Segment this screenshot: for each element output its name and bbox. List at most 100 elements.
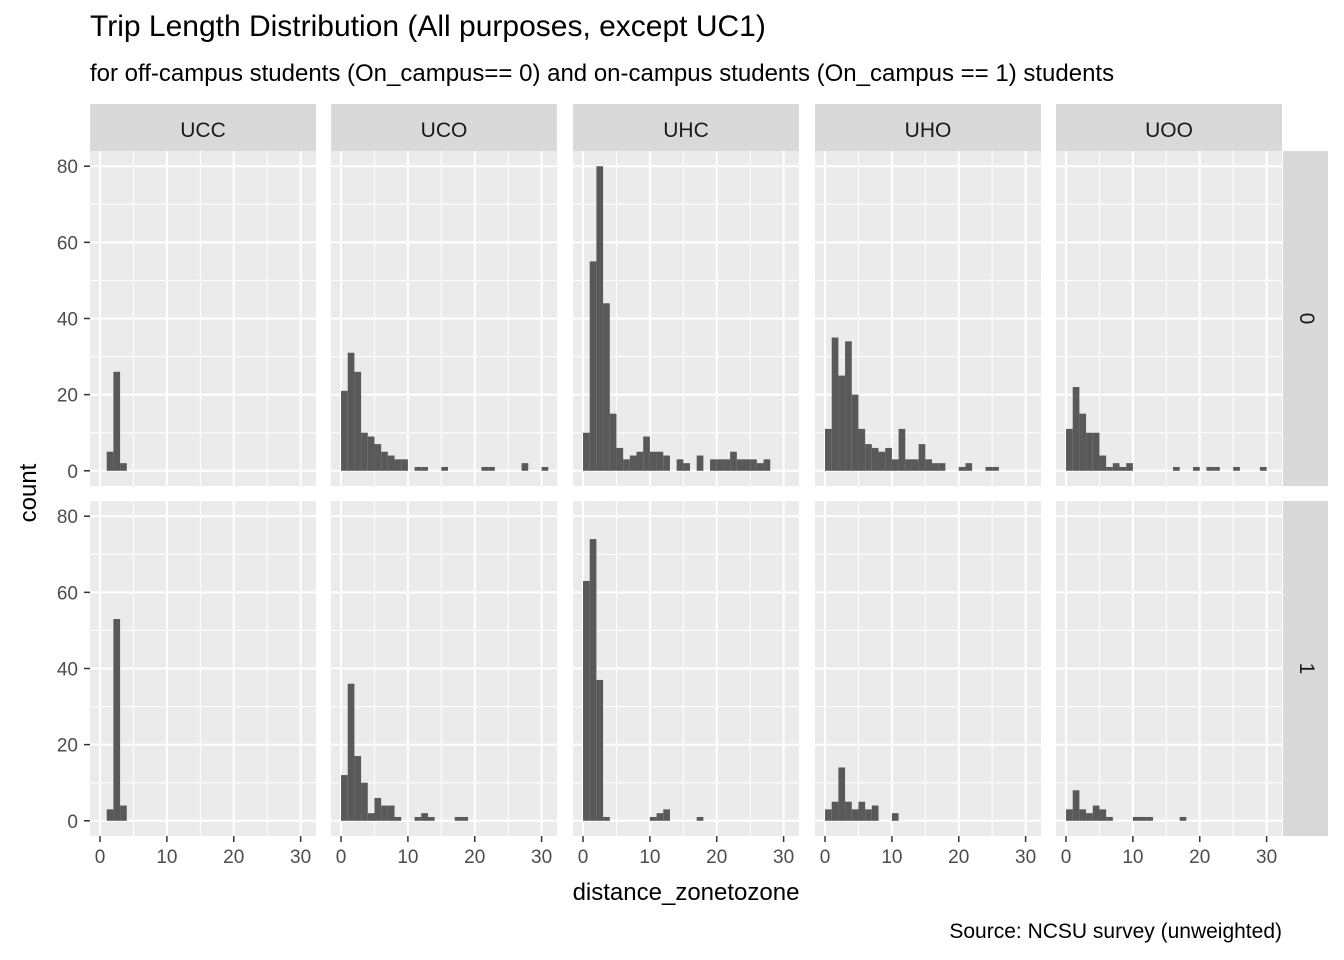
histogram-bar bbox=[616, 447, 624, 471]
histogram-bar bbox=[1099, 455, 1107, 471]
histogram-bar bbox=[676, 459, 684, 471]
histogram-bar bbox=[120, 805, 127, 821]
x-tick-label: 30 bbox=[773, 847, 794, 868]
histogram-bar bbox=[985, 466, 993, 471]
histogram-bar bbox=[1139, 816, 1147, 821]
facet-strip-label: UOO bbox=[1145, 119, 1193, 142]
histogram-bar bbox=[649, 816, 657, 821]
histogram-bar bbox=[865, 444, 872, 471]
histogram-bar bbox=[743, 459, 751, 471]
histogram-bar bbox=[1086, 813, 1093, 821]
histogram-bar bbox=[871, 805, 879, 821]
panel-uhc-1 bbox=[573, 501, 799, 836]
x-tick-label: 30 bbox=[290, 847, 311, 868]
histogram-bar bbox=[831, 337, 839, 471]
histogram-bar bbox=[461, 816, 469, 821]
histogram-bar bbox=[932, 463, 939, 471]
histogram-bar bbox=[730, 451, 737, 471]
histogram-bar bbox=[589, 261, 597, 471]
histogram-bar bbox=[1106, 816, 1113, 821]
facet-strip-label: UHO bbox=[905, 119, 952, 142]
histogram-bar bbox=[603, 816, 610, 821]
histogram-bar bbox=[623, 459, 630, 471]
panel-ucc-0 bbox=[90, 151, 316, 486]
histogram-bar bbox=[414, 816, 422, 821]
histogram-bar bbox=[1079, 413, 1087, 471]
histogram-bar bbox=[696, 816, 704, 821]
chart-title: Trip Length Distribution (All purposes, … bbox=[90, 10, 766, 43]
histogram-bar bbox=[696, 455, 704, 471]
histogram-bar bbox=[1146, 816, 1153, 821]
histogram-bar bbox=[911, 459, 919, 471]
y-tick-label: 20 bbox=[57, 386, 78, 407]
histogram-bar bbox=[106, 451, 114, 471]
x-axis-label: distance_zonetozone bbox=[573, 879, 800, 906]
histogram-bar bbox=[918, 444, 926, 471]
y-tick-label: 60 bbox=[57, 233, 78, 254]
histogram-bar bbox=[663, 809, 670, 821]
y-tick-label: 20 bbox=[57, 736, 78, 757]
histogram-bar bbox=[636, 451, 644, 471]
histogram-bar bbox=[838, 767, 846, 821]
histogram-bar bbox=[891, 459, 899, 471]
histogram-bar bbox=[354, 756, 362, 821]
histogram-bar bbox=[683, 463, 691, 471]
panel-uho-0 bbox=[815, 151, 1041, 486]
histogram-bar bbox=[521, 463, 529, 471]
histogram-bar bbox=[387, 455, 395, 471]
x-tick-label: 10 bbox=[881, 847, 902, 868]
x-tick-label: 30 bbox=[1256, 847, 1277, 868]
histogram-bar bbox=[663, 455, 670, 471]
histogram-bar bbox=[1213, 466, 1220, 471]
histogram-bar bbox=[656, 813, 664, 821]
facet-strip-label: UCO bbox=[421, 119, 468, 142]
facet-strip-ucc bbox=[90, 104, 316, 151]
histogram-bar bbox=[871, 447, 879, 471]
panel-ucc-1 bbox=[90, 501, 316, 836]
histogram-bar bbox=[427, 816, 435, 821]
panel-uho-1 bbox=[815, 501, 1041, 836]
histogram-bar bbox=[1259, 466, 1267, 471]
facet-strip-uho bbox=[815, 104, 1041, 151]
histogram-bar bbox=[851, 394, 859, 471]
histogram-bar bbox=[589, 539, 597, 821]
histogram-bar bbox=[1206, 466, 1214, 471]
histogram-bar bbox=[374, 444, 382, 471]
histogram-bar bbox=[106, 809, 114, 821]
histogram-bar bbox=[838, 375, 846, 471]
histogram-bar bbox=[583, 432, 590, 471]
histogram-bar bbox=[1072, 387, 1080, 471]
x-tick-label: 0 bbox=[578, 847, 589, 868]
histogram-bar bbox=[1179, 816, 1187, 821]
histogram-bar bbox=[1066, 428, 1073, 471]
x-tick-label: 10 bbox=[1122, 847, 1143, 868]
y-tick-label: 80 bbox=[57, 507, 78, 528]
histogram-bar bbox=[1092, 432, 1100, 471]
panel-uoo-0 bbox=[1056, 151, 1282, 486]
histogram-bar bbox=[891, 813, 899, 821]
histogram-bar bbox=[716, 459, 724, 471]
histogram-bar bbox=[541, 466, 549, 471]
histogram-bar bbox=[354, 371, 362, 471]
chart-subtitle: for off-campus students (On_campus== 0) … bbox=[90, 60, 1115, 87]
histogram-bar bbox=[643, 436, 650, 471]
histogram-bar bbox=[1066, 809, 1073, 821]
histogram-bar bbox=[1126, 463, 1133, 471]
histogram-bar bbox=[992, 466, 999, 471]
x-tick-label: 0 bbox=[336, 847, 347, 868]
histogram-bar bbox=[656, 451, 664, 471]
x-tick-label: 0 bbox=[95, 847, 106, 868]
x-tick-label: 10 bbox=[397, 847, 418, 868]
histogram-bar bbox=[831, 801, 839, 821]
histogram-bar bbox=[1119, 466, 1127, 471]
histogram-bar bbox=[394, 816, 402, 821]
histogram-bar bbox=[603, 303, 610, 471]
facet-strip-label: 0 bbox=[1295, 313, 1318, 325]
histogram-bar bbox=[885, 447, 892, 471]
histogram-bar bbox=[341, 390, 348, 471]
histogram-bar bbox=[596, 166, 604, 471]
x-tick-label: 20 bbox=[948, 847, 969, 868]
y-tick-label: 60 bbox=[57, 583, 78, 604]
histogram-bar bbox=[361, 432, 368, 471]
histogram-bar bbox=[710, 459, 717, 471]
